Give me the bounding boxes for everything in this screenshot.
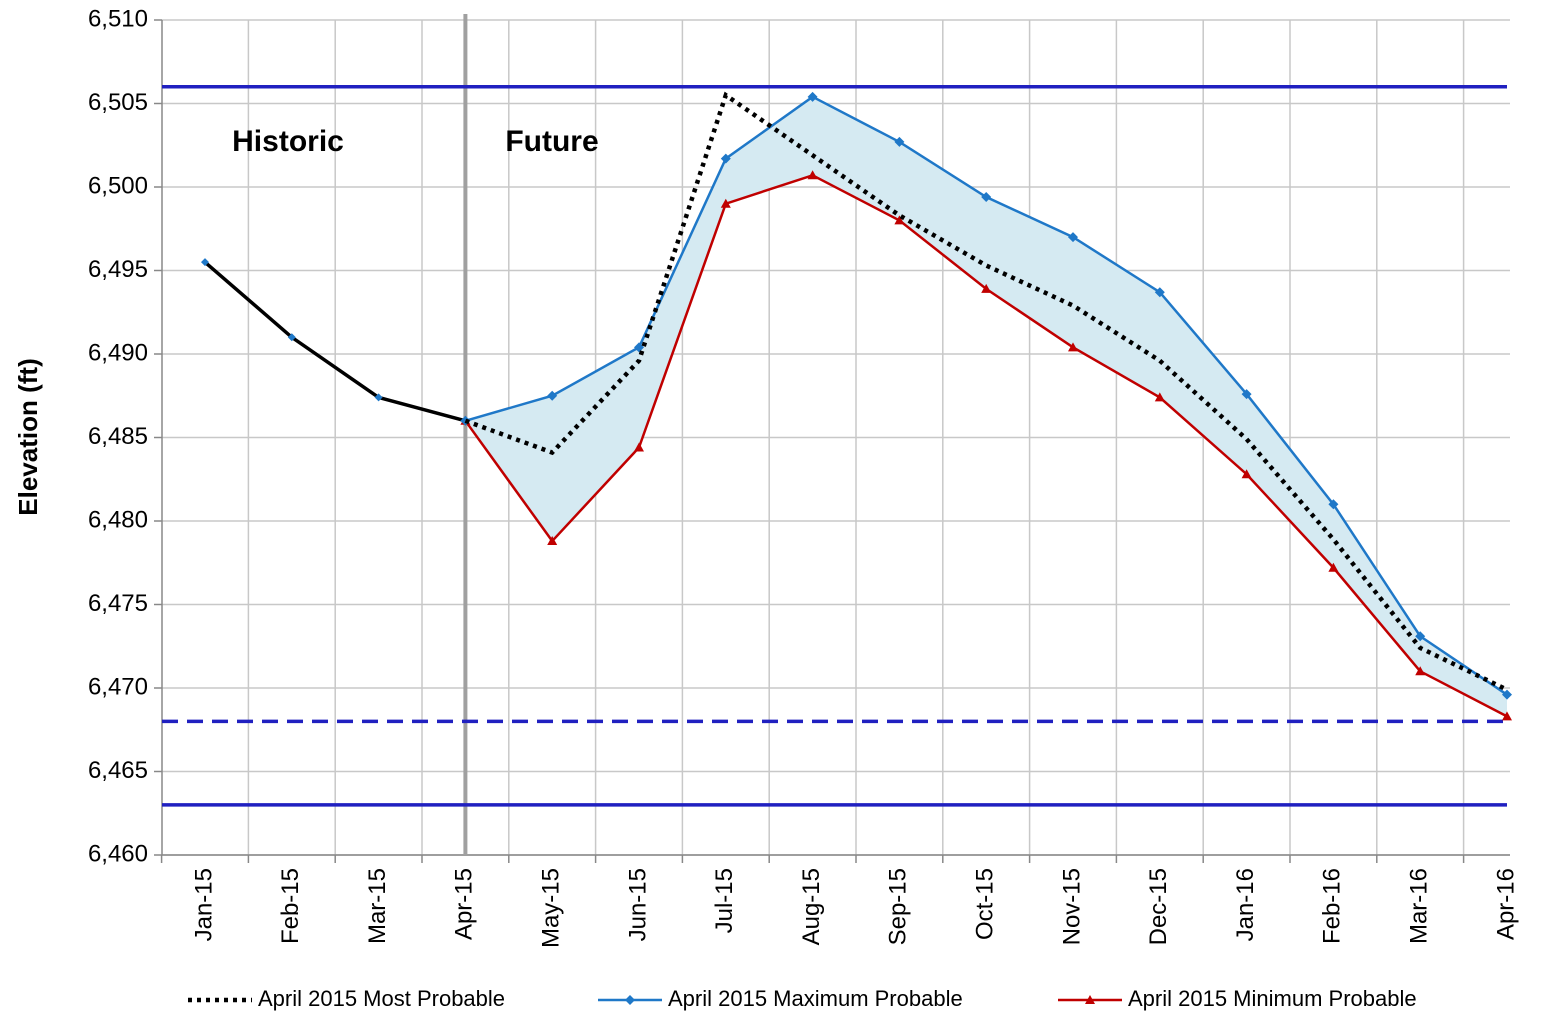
x-tick-label: Feb-16	[1319, 868, 1346, 944]
y-tick-label: 6,490	[88, 339, 148, 366]
x-tick-label: Jan-15	[190, 868, 217, 941]
y-tick-label: 6,480	[88, 506, 148, 533]
marker	[894, 136, 905, 147]
x-tick-label: Feb-15	[277, 868, 304, 944]
x-tick-label: Jun-15	[624, 868, 651, 941]
historic-marker	[374, 393, 383, 402]
y-tick-label: 6,495	[88, 256, 148, 283]
probable-range	[465, 96, 1507, 717]
marker	[1502, 711, 1512, 721]
marker	[1154, 392, 1165, 402]
y-axis-label: Elevation (ft)	[13, 358, 43, 515]
x-tick-label: Aug-15	[798, 868, 825, 945]
marker	[634, 342, 644, 353]
y-tick-label: 6,470	[88, 673, 148, 700]
x-tick-label: Apr-15	[451, 868, 478, 940]
x-tick-label: Mar-15	[364, 868, 391, 944]
y-tick-label: 6,465	[88, 757, 148, 784]
marker	[1068, 232, 1078, 243]
marker	[1154, 287, 1165, 298]
x-tick-label: Jan-16	[1232, 868, 1259, 941]
x-tick-label: Apr-16	[1492, 868, 1519, 940]
x-tick-label: Oct-15	[972, 868, 999, 940]
legend-label: April 2015 Most Probable	[258, 986, 505, 1011]
x-tick-label: May-15	[538, 868, 565, 948]
x-tick-label: Mar-16	[1406, 868, 1433, 944]
marker	[1328, 562, 1339, 572]
marker	[1415, 666, 1426, 676]
marker	[634, 442, 644, 452]
x-tick-label: Sep-15	[885, 868, 912, 945]
y-tick-label: 6,475	[88, 590, 148, 617]
y-tick-label: 6,485	[88, 423, 148, 450]
y-tick-label: 6,500	[88, 172, 148, 199]
legend-label: April 2015 Minimum Probable	[1128, 986, 1417, 1011]
marker	[720, 153, 731, 164]
x-tick-label: Jul-15	[711, 868, 738, 933]
marker	[1415, 631, 1426, 642]
marker	[894, 215, 905, 225]
marker	[625, 995, 635, 1005]
historic-line	[203, 260, 466, 423]
y-tick-label: 6,460	[88, 840, 148, 867]
marker	[981, 192, 992, 203]
historic-marker	[201, 258, 209, 267]
y-tick-label: 6,505	[88, 89, 148, 116]
x-tick-label: Nov-15	[1058, 868, 1085, 945]
x-tick-label: Dec-15	[1145, 868, 1172, 945]
marker	[1241, 389, 1252, 400]
marker	[1085, 995, 1095, 1004]
annotation: Future	[505, 125, 598, 158]
marker	[547, 390, 558, 401]
y-tick-label: 6,510	[88, 5, 148, 32]
marker	[981, 283, 992, 293]
marker	[807, 170, 818, 180]
marker	[1328, 499, 1339, 510]
marker	[1241, 469, 1252, 479]
historic-marker	[287, 333, 296, 342]
series-line	[464, 91, 1508, 692]
marker	[807, 91, 818, 102]
marker	[1502, 689, 1512, 700]
legend-label: April 2015 Maximum Probable	[668, 986, 963, 1011]
marker	[720, 198, 731, 208]
marker	[1068, 342, 1078, 352]
marker	[547, 536, 558, 546]
annotation: Historic	[232, 125, 344, 158]
